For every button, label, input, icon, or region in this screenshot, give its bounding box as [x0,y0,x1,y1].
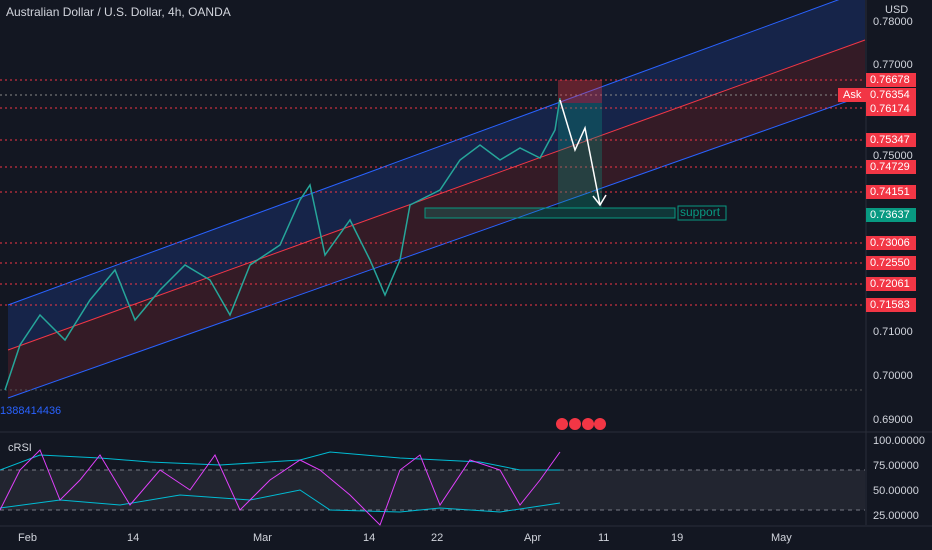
x-label: Apr [524,532,541,544]
channel-upper [8,0,865,350]
price-label: 0.70000 [873,370,913,382]
stop-box [558,80,602,103]
price-label: 0.77000 [873,59,913,71]
projection-arrow [559,99,601,206]
level-tag [866,298,916,312]
rsi-label: 100.00000 [873,435,925,447]
chart-title: Australian Dollar / U.S. Dollar, 4h, OAN… [6,5,231,19]
level-tag [866,256,916,270]
target-box [558,103,602,208]
rsi-name: cRSI [8,442,32,454]
price-line [4,97,561,391]
price-label: 0.69000 [873,414,913,426]
channel-lower [8,40,865,398]
level-text: 0.73006 [870,237,910,249]
rsi-band [0,470,865,510]
level-tag [866,160,916,174]
level-text: 0.74729 [870,161,910,173]
arrow-head [592,194,607,207]
rsi-lower-band [0,489,561,513]
level-text: 0.76678 [870,74,910,86]
channel-mid [7,39,866,351]
level-tags: 0.76174 0.76678 Ask 0.76354 0.75347 0.747… [838,73,916,312]
level-text: 0.73637 [870,209,910,221]
level-tag [866,208,916,222]
level-text: 0.74151 [870,186,910,198]
x-label: 11 [598,532,609,544]
x-label: Mar [253,532,272,544]
rsi-label: 25.00000 [873,510,919,522]
level-text: 0.72550 [870,257,910,269]
price-label: 0.71000 [873,326,913,338]
support-zone [424,207,676,219]
ask-tag [838,88,916,102]
level-tag [866,102,916,116]
level-tag [866,73,916,87]
x-label: 14 [127,532,139,544]
x-label: 22 [431,532,443,544]
support-label: support [680,205,721,219]
price-label: 0.78000 [873,16,913,28]
x-label: Feb [18,532,37,544]
level-text: 0.71583 [870,299,910,311]
price-label: 0.75000 [873,150,913,162]
level-text: 0.72061 [870,278,910,290]
rsi-line [0,449,561,526]
channel-line [7,0,840,306]
event-icons [556,418,606,430]
channel-line [7,94,866,399]
currency: USD [885,4,908,16]
rsi-label: 50.00000 [873,485,919,497]
level-tag [866,236,916,250]
x-label: 19 [671,532,683,544]
level-text: 0.76354 [870,89,910,101]
level-tag [866,277,916,291]
level-tag [866,133,916,147]
ask-text: Ask [843,89,862,101]
level-text: 0.76174 [870,103,910,115]
level-lines [0,79,865,391]
rsi-upper-band [0,451,560,471]
level-tag [866,185,916,199]
x-label: 14 [363,532,375,544]
overlay-id: 1388414436 [0,405,61,417]
x-label: May [771,532,792,544]
support-label-box [677,205,727,221]
level-text: 0.75347 [870,134,910,146]
rsi-label: 75.00000 [873,460,919,472]
